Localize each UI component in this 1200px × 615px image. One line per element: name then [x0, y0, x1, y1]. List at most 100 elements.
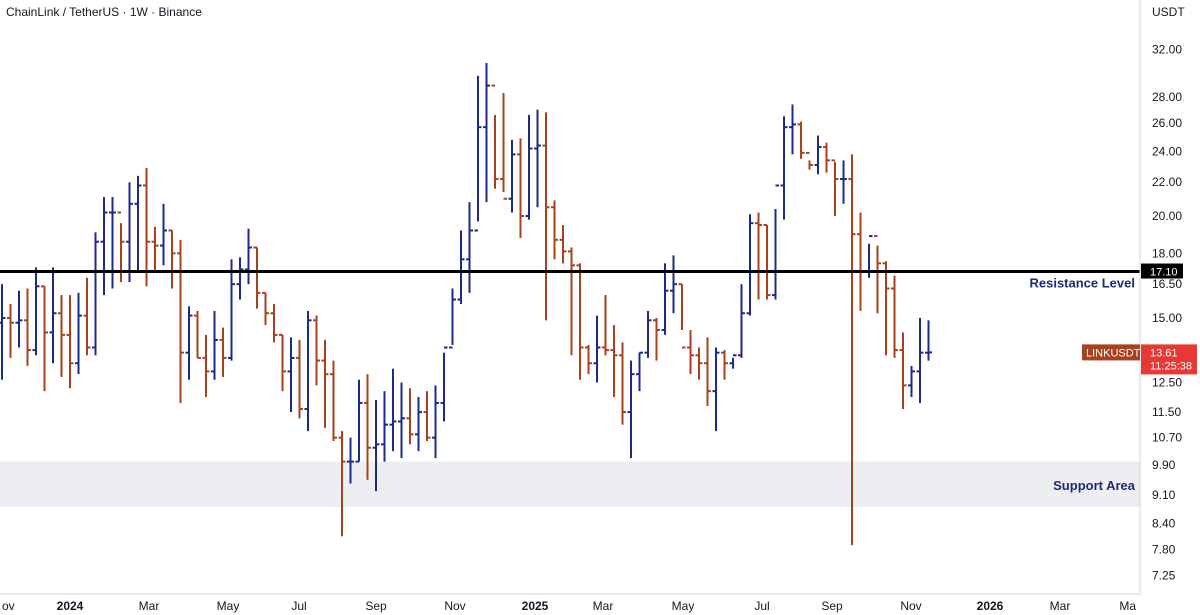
ohlc-bar — [134, 175, 142, 272]
ohlc-bar — [0, 284, 6, 380]
price-tick-label: 18.00 — [1152, 246, 1182, 260]
ohlc-bar — [262, 291, 269, 326]
ohlc-bar — [925, 320, 932, 361]
price-tick-label: 9.10 — [1152, 488, 1176, 502]
ohlc-bar — [457, 230, 465, 305]
ohlc-bar — [151, 226, 159, 272]
ohlc-bar — [619, 342, 626, 425]
ohlc-bar — [559, 224, 567, 264]
ohlc-bar — [789, 104, 796, 155]
time-tick-label: Ma — [1119, 599, 1136, 613]
ohlc-bar — [780, 116, 788, 220]
ohlc-bar — [729, 354, 737, 369]
ohlc-bar — [551, 200, 558, 260]
ohlc-bar — [908, 365, 915, 398]
price-tick-label: 32.00 — [1152, 42, 1182, 56]
time-tick-label: Jul — [291, 599, 306, 613]
ohlc-bars — [0, 63, 932, 546]
ohlc-bar — [670, 255, 677, 314]
ohlc-bar — [355, 379, 363, 463]
ohlc-bar — [160, 203, 167, 266]
ohlc-bar — [797, 121, 805, 159]
ohlc-bar — [704, 337, 711, 406]
price-tick-label: 22.00 — [1152, 175, 1182, 189]
ohlc-bar — [7, 304, 14, 358]
ohlc-bar — [831, 159, 839, 217]
ohlc-bar — [576, 263, 584, 380]
ohlc-bar — [840, 160, 847, 204]
ohlc-bar — [24, 288, 31, 366]
ohlc-bar — [432, 385, 439, 459]
ohlc-bar — [678, 283, 686, 349]
ohlc-bar — [381, 391, 388, 462]
ohlc-bar — [916, 317, 924, 403]
last-price-tag: LINKUSDT 13.61 11:25:38 — [1082, 344, 1197, 375]
ohlc-bar — [874, 235, 881, 314]
ohlc-bar — [899, 332, 907, 410]
time-tick-label: Sep — [821, 599, 843, 613]
ohlc-bar — [534, 109, 541, 208]
ohlc-bar — [398, 382, 405, 459]
ohlc-bar — [202, 334, 210, 398]
price-tick-label: 24.00 — [1152, 144, 1182, 158]
price-tick-label: 26.00 — [1152, 116, 1182, 130]
support-area — [0, 461, 1140, 507]
ohlc-bar — [695, 347, 703, 380]
ohlc-bar — [15, 290, 23, 348]
ohlc-bar — [585, 344, 592, 375]
ohlc-bar — [66, 295, 74, 389]
time-tick-label: 2024 — [57, 599, 84, 613]
ohlc-bar — [746, 214, 754, 316]
ohlc-bar — [772, 184, 779, 300]
ohlc-bar — [542, 112, 550, 321]
price-tick-label: 20.00 — [1152, 209, 1182, 223]
resistance-price-tag: 17.10 — [1141, 263, 1183, 279]
time-axis[interactable]: ov 2024 Mar May Jul Sep Nov 2025 Mar May Jul Sep Nov… — [2, 599, 1136, 613]
resistance-label: Resistance Level — [1029, 276, 1135, 291]
price-tick-label: 7.25 — [1152, 569, 1176, 583]
ohlc-bar — [814, 135, 822, 175]
time-tick-label: 2026 — [977, 599, 1004, 613]
ohlc-bar — [177, 239, 184, 403]
ohlc-bar — [525, 114, 533, 220]
price-tick-label: 16.50 — [1152, 277, 1182, 291]
ohlc-bar — [440, 346, 448, 422]
ohlc-bar — [143, 168, 150, 287]
ohlc-bar — [347, 437, 354, 484]
ohlc-bar — [517, 138, 524, 238]
time-tick-label: 2025 — [522, 599, 549, 613]
last-price-label: 13.61 — [1150, 347, 1178, 359]
ohlc-bar — [738, 284, 745, 358]
price-tick-label: 9.90 — [1152, 458, 1176, 472]
ohlc-bar — [568, 247, 575, 356]
ohlc-bar — [41, 285, 48, 392]
ohlc-bar — [491, 84, 499, 189]
ohlc-bar — [891, 275, 898, 358]
ohlc-bar — [449, 288, 456, 349]
time-tick-label: Jul — [754, 599, 769, 613]
ohlc-bar — [423, 391, 431, 441]
ohlc-bar — [75, 292, 82, 375]
ohlc-bar — [653, 317, 660, 361]
time-tick-label: Nov — [900, 599, 921, 613]
ohlc-bar — [763, 223, 771, 300]
ohlc-bar — [687, 329, 694, 375]
ohlc-bar — [253, 246, 261, 309]
ohlc-bar — [755, 212, 762, 300]
ohlc-bar — [602, 295, 609, 356]
ohlc-bar — [508, 139, 516, 213]
ohlc-bar — [304, 310, 312, 432]
price-axis[interactable]: 32.00 28.00 26.00 24.00 22.00 20.00 18.00 16.50… — [1152, 42, 1182, 582]
ohlc-bar — [245, 228, 252, 285]
ohlc-bar — [287, 337, 295, 413]
time-tick-label: Mar — [593, 599, 614, 613]
ohlc-bar — [296, 339, 303, 419]
ohlc-bar — [593, 315, 601, 383]
price-axis-unit: USDT — [1152, 5, 1185, 19]
ohlc-bar — [636, 351, 643, 392]
ohlc-bar — [49, 267, 57, 364]
ohlc-bar — [338, 431, 346, 537]
time-tick-label: Nov — [444, 599, 465, 613]
ohlc-bar — [211, 310, 218, 380]
